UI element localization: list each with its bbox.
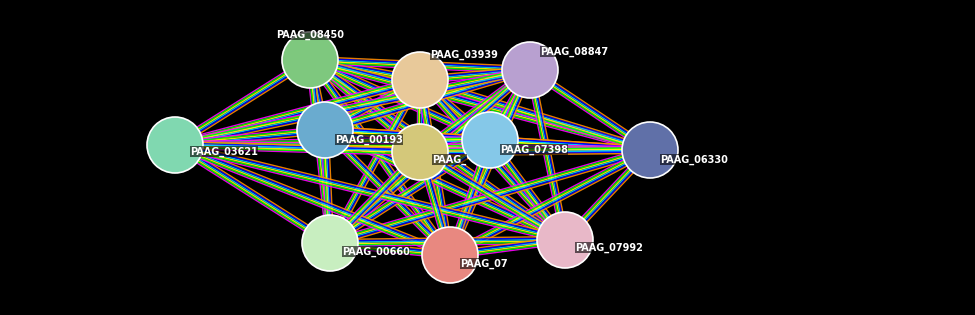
Text: PAAG_: PAAG_ [432,155,466,165]
Circle shape [302,215,358,271]
Text: PAAG_03939: PAAG_03939 [430,50,498,60]
Circle shape [392,124,448,180]
Text: PAAG_00660: PAAG_00660 [342,247,410,257]
Circle shape [502,42,558,98]
Text: PAAG_07398: PAAG_07398 [500,145,568,155]
Circle shape [297,102,353,158]
Circle shape [622,122,678,178]
Circle shape [147,117,203,173]
Text: PAAG_08450: PAAG_08450 [276,30,344,40]
Circle shape [537,212,593,268]
Text: PAAG_07: PAAG_07 [460,259,508,269]
Circle shape [282,32,338,88]
Text: PAAG_00193: PAAG_00193 [335,135,403,145]
Text: PAAG_08847: PAAG_08847 [540,47,608,57]
Circle shape [392,52,448,108]
Text: PAAG_03621: PAAG_03621 [190,147,257,157]
Circle shape [422,227,478,283]
Text: PAAG_06330: PAAG_06330 [660,155,728,165]
Text: PAAG_07992: PAAG_07992 [575,243,643,253]
Circle shape [462,112,518,168]
